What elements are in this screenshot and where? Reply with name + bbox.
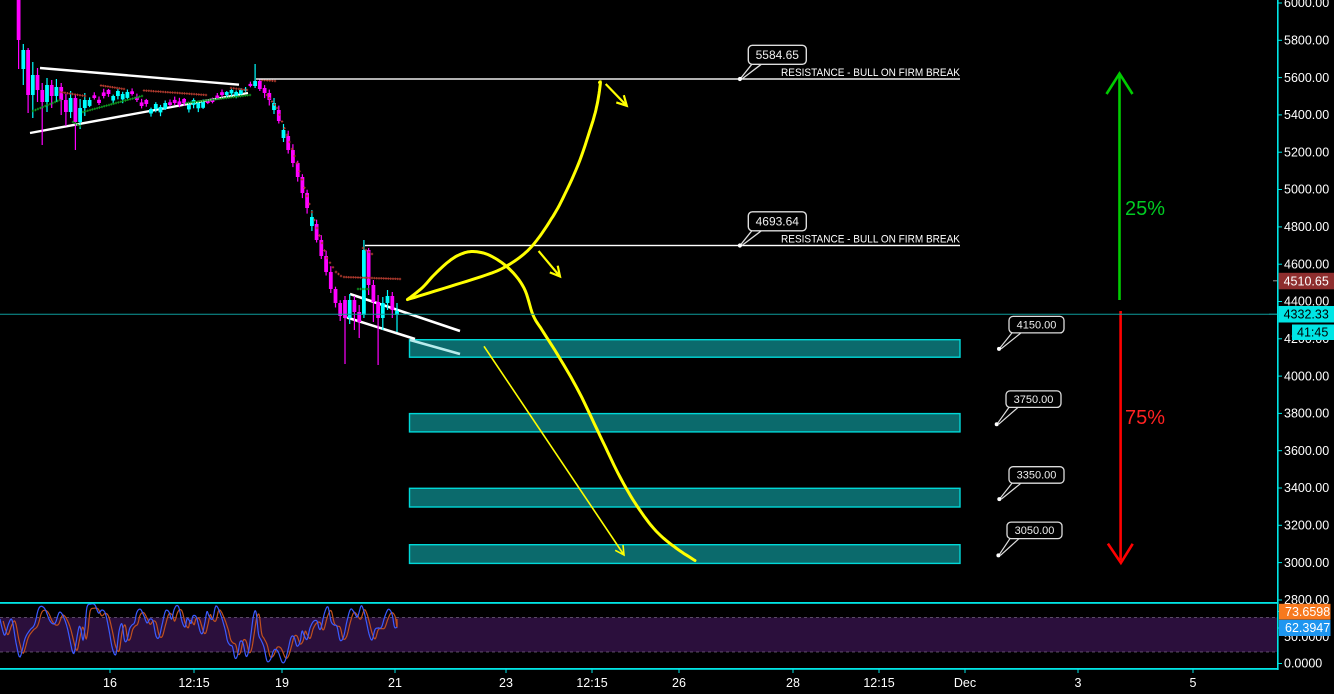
svg-text:3: 3 — [1075, 676, 1082, 690]
svg-text:3750.00: 3750.00 — [1014, 394, 1054, 406]
svg-text:41:45: 41:45 — [1297, 326, 1328, 340]
svg-text:5400.00: 5400.00 — [1284, 108, 1329, 122]
svg-text:3000.00: 3000.00 — [1284, 556, 1329, 570]
svg-text:4600.00: 4600.00 — [1284, 257, 1329, 271]
svg-text:25%: 25% — [1125, 198, 1165, 220]
svg-text:12:15: 12:15 — [863, 676, 894, 690]
svg-text:5600.00: 5600.00 — [1284, 71, 1329, 85]
svg-text:RESISTANCE - BULL ON FIRM BREA: RESISTANCE - BULL ON FIRM BREAK — [781, 234, 961, 246]
svg-text:4693.64: 4693.64 — [756, 214, 800, 228]
svg-text:3200.00: 3200.00 — [1284, 519, 1329, 533]
svg-text:3800.00: 3800.00 — [1284, 407, 1329, 421]
svg-text:62.3947: 62.3947 — [1285, 621, 1330, 635]
svg-text:12:15: 12:15 — [178, 676, 209, 690]
svg-text:3050.00: 3050.00 — [1015, 525, 1055, 537]
svg-text:75%: 75% — [1125, 407, 1165, 429]
svg-text:26: 26 — [672, 676, 686, 690]
svg-text:23: 23 — [499, 676, 513, 690]
svg-text:6000.00: 6000.00 — [1284, 0, 1329, 10]
svg-text:5000.00: 5000.00 — [1284, 183, 1329, 197]
svg-text:3600.00: 3600.00 — [1284, 444, 1329, 458]
svg-text:RESISTANCE - BULL ON FIRM BREA: RESISTANCE - BULL ON FIRM BREAK — [781, 67, 961, 79]
svg-text:5200.00: 5200.00 — [1284, 145, 1329, 159]
svg-text:4000.00: 4000.00 — [1284, 369, 1329, 383]
svg-text:19: 19 — [275, 676, 289, 690]
svg-text:4150.00: 4150.00 — [1017, 319, 1057, 331]
svg-text:73.6598: 73.6598 — [1285, 605, 1330, 619]
svg-text:5584.65: 5584.65 — [756, 48, 800, 62]
svg-text:21: 21 — [388, 676, 402, 690]
svg-text:16: 16 — [103, 676, 117, 690]
svg-text:28: 28 — [786, 676, 800, 690]
svg-text:3350.00: 3350.00 — [1017, 470, 1057, 482]
svg-text:2800.00: 2800.00 — [1284, 593, 1329, 607]
svg-text:3400.00: 3400.00 — [1284, 481, 1329, 495]
svg-text:Dec: Dec — [954, 676, 976, 690]
svg-text:5: 5 — [1190, 676, 1197, 690]
svg-text:4510.65: 4510.65 — [1284, 274, 1329, 288]
svg-text:4332.33: 4332.33 — [1284, 308, 1329, 322]
svg-text:12:15: 12:15 — [576, 676, 607, 690]
svg-text:0.0000: 0.0000 — [1284, 657, 1322, 671]
svg-text:4400.00: 4400.00 — [1284, 295, 1329, 309]
svg-text:5800.00: 5800.00 — [1284, 34, 1329, 48]
svg-text:4800.00: 4800.00 — [1284, 220, 1329, 234]
